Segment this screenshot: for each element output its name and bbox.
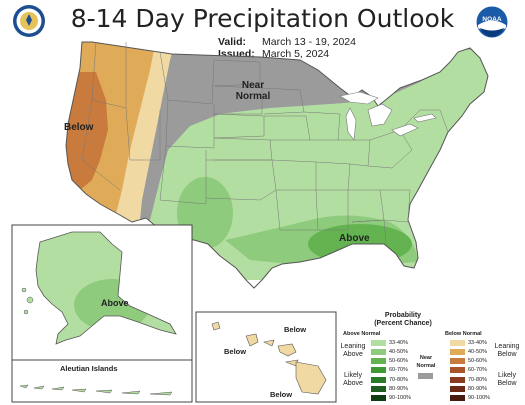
legend-below-range-label-1: 40-50% xyxy=(468,348,487,355)
aleutian-chain xyxy=(19,384,173,396)
legend-below-range-label-4: 70-80% xyxy=(468,376,487,383)
aleutian-inset-frame xyxy=(11,359,193,403)
legend-above-range-label-0: 33-40% xyxy=(389,339,408,346)
legend-below-row-1: 40-50% xyxy=(450,348,487,355)
state-boundaries xyxy=(81,41,449,245)
legend-above-swatch-1 xyxy=(371,348,386,355)
legend-title-line1: Probability xyxy=(384,312,422,319)
legend-below-swatch-0 xyxy=(450,339,465,346)
legend-near-normal: Near Normal xyxy=(413,354,439,370)
legend-above-swatch-3 xyxy=(371,367,386,374)
legend-above-row-1: 40-50% xyxy=(371,348,408,355)
leaning-below-line2: Below xyxy=(497,351,517,358)
near-normal-line1: Near xyxy=(419,355,433,361)
legend-below-row-3: 60-70% xyxy=(450,367,487,374)
legend-above-range-label-5: 80-90% xyxy=(389,386,408,392)
legend-leaning-above: Leaning Above xyxy=(338,343,368,359)
legend-above-range-label-3: 60-70% xyxy=(389,367,408,374)
issued-value: March 5, 2024 xyxy=(262,48,330,60)
likely-below-line1: Likely xyxy=(498,372,516,379)
probability-legend: Probability (Percent Chance) Above Norma… xyxy=(338,312,525,405)
legend-below-swatch-1 xyxy=(450,348,465,355)
hawaii-label-below-1: Below xyxy=(284,325,307,334)
legend-above-range-label-2: 50-60% xyxy=(389,358,408,365)
hawaii-label-below-3: Below xyxy=(270,390,293,399)
legend-below-swatch-6 xyxy=(450,395,465,402)
noaa-logo: NOAA xyxy=(476,6,508,38)
legend-below-range-label-6: 90-100% xyxy=(468,395,491,402)
legend-below-row-0: 33-40% xyxy=(450,339,487,346)
map-label-above: Above xyxy=(339,233,370,244)
legend-below-swatch-2 xyxy=(450,358,465,365)
likely-below-line2: Below xyxy=(497,380,517,387)
legend-near-swatch xyxy=(418,373,433,379)
legend-below-range-label-2: 50-60% xyxy=(468,358,487,365)
legend-above-row-5: 80-90% xyxy=(371,386,408,393)
doc-seal-logo xyxy=(13,5,45,37)
valid-label: Valid: xyxy=(218,36,247,48)
legend-likely-below: Likely Below xyxy=(491,372,523,388)
valid-value: March 13 - 19, 2024 xyxy=(262,36,356,48)
near-label-line1: Near xyxy=(241,80,265,91)
noaa-text: NOAA xyxy=(482,16,501,23)
legend-below-range-label-3: 60-70% xyxy=(468,367,487,374)
hawaii-islands xyxy=(211,321,327,395)
legend-above-range-label-1: 40-50% xyxy=(389,348,408,355)
legend-above-swatch-5 xyxy=(371,386,386,392)
aleutian-label: Aleutian Islands xyxy=(60,364,118,373)
legend-title: Probability (Percent Chance) xyxy=(338,312,468,328)
legend-below-swatch-4 xyxy=(450,376,465,383)
legend-above-heading: Above Normal xyxy=(343,331,381,337)
map-label-near-normal: Near Normal xyxy=(230,80,276,102)
legend-above-range-label-6: 90-100% xyxy=(389,395,412,402)
near-normal-line2: Normal xyxy=(416,363,436,369)
legend-likely-above: Likely Above xyxy=(338,372,368,388)
legend-leaning-below: Leaning Below xyxy=(491,343,523,359)
alaska-label-above: Above xyxy=(101,298,129,308)
legend-above-swatch-6 xyxy=(371,395,386,402)
leaning-below-line1: Leaning xyxy=(494,343,520,350)
legend-above-row-0: 33-40% xyxy=(371,339,408,346)
legend-above-row-3: 60-70% xyxy=(371,367,408,374)
date-block: Valid: March 13 - 19, 2024 Issued: March 5… xyxy=(218,36,356,60)
great-lakes xyxy=(339,91,437,141)
legend-below-heading: Below Normal xyxy=(445,331,482,337)
legend-above-row-2: 50-60% xyxy=(371,358,408,365)
legend-above-range-label-4: 70-80% xyxy=(389,376,408,383)
legend-below-range-label-0: 33-40% xyxy=(468,339,487,346)
legend-below-range-label-5: 80-90% xyxy=(468,386,487,392)
page-title: 8-14 Day Precipitation Outlook xyxy=(70,4,455,33)
near-label-line2: Normal xyxy=(235,91,271,102)
legend-above-swatch-2 xyxy=(371,358,386,365)
hawaii-label-below-2: Below xyxy=(224,347,247,356)
legend-below-row-5: 80-90% xyxy=(450,386,487,393)
likely-above-line1: Likely xyxy=(344,372,362,379)
legend-above-swatch-0 xyxy=(371,339,386,346)
leaning-above-line1: Leaning xyxy=(340,343,366,350)
alaska-islands xyxy=(21,287,34,315)
conus-outline xyxy=(65,41,489,289)
legend-below-swatch-5 xyxy=(450,386,465,392)
alaska-outline xyxy=(35,231,177,345)
legend-above-row-4: 70-80% xyxy=(371,376,408,383)
map-label-below: Below xyxy=(64,122,94,133)
legend-title-line2: (Percent Chance) xyxy=(374,320,432,327)
legend-below-row-6: 90-100% xyxy=(450,395,490,402)
leaning-above-line2: Above xyxy=(343,351,363,358)
legend-below-row-2: 50-60% xyxy=(450,358,487,365)
legend-below-swatch-3 xyxy=(450,367,465,374)
legend-below-row-4: 70-80% xyxy=(450,376,487,383)
likely-above-line2: Above xyxy=(343,380,363,387)
legend-above-swatch-4 xyxy=(371,376,386,383)
legend-above-row-6: 90-100% xyxy=(371,395,411,402)
